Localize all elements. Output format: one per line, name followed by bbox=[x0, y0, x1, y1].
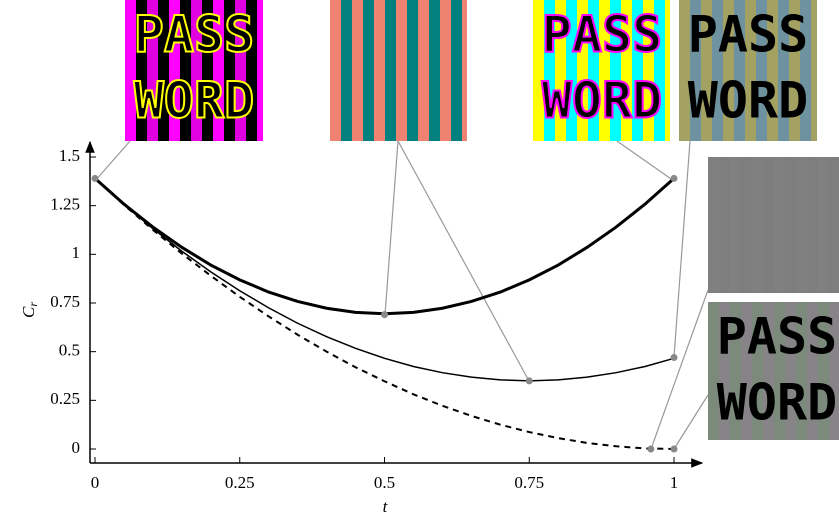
thumbnail-text: WORD bbox=[134, 72, 254, 130]
thumbnail-stripe bbox=[352, 0, 363, 141]
thumbnail-stripe bbox=[462, 0, 467, 141]
y-tick-label: 1.5 bbox=[59, 146, 80, 165]
thumbnail-stripe bbox=[811, 0, 817, 141]
thumbnail-stripe bbox=[818, 157, 829, 293]
x-tick-label: 0 bbox=[91, 473, 100, 492]
thumbnail-stripe bbox=[257, 0, 263, 141]
marker bbox=[671, 354, 678, 361]
thumbnail-text: WORD bbox=[542, 72, 662, 130]
thumbnail-stripe bbox=[429, 0, 440, 141]
y-axis-label: Cr bbox=[19, 302, 40, 318]
thumbnail: PASS WORD bbox=[708, 302, 839, 440]
thumbnail: PASS WORD bbox=[125, 0, 263, 141]
thumbnail-stripe bbox=[708, 157, 719, 293]
x-axis-label: t bbox=[383, 497, 389, 516]
y-axis-label-sub: r bbox=[26, 302, 40, 307]
thumbnail-text: PASS bbox=[688, 6, 808, 64]
thumbnails: PASS WORD PASS WORD PASS WORD PASS WORD bbox=[125, 0, 839, 440]
thumbnail-text: PASS bbox=[134, 6, 254, 64]
leader-line bbox=[617, 141, 674, 181]
x-tick-label: 0.5 bbox=[374, 473, 395, 492]
thumbnail-text: PASS bbox=[542, 6, 662, 64]
leader-line bbox=[95, 141, 130, 181]
thumbnail: PASS WORD bbox=[533, 0, 670, 141]
x-tick-label: 0.25 bbox=[225, 473, 255, 492]
thumbnail-stripe bbox=[796, 157, 807, 293]
thumbnail-stripe bbox=[774, 157, 785, 293]
leader-line bbox=[651, 290, 708, 449]
thumbnail-stripe bbox=[341, 0, 352, 141]
thumbnail-stripe bbox=[363, 0, 374, 141]
leader-lines bbox=[95, 141, 708, 449]
series-line bbox=[95, 178, 674, 380]
thumbnail bbox=[708, 157, 839, 293]
y-tick-label: 0.5 bbox=[59, 341, 80, 360]
y-tick-label: 0.75 bbox=[50, 292, 80, 311]
thumbnail-stripe bbox=[665, 0, 670, 141]
leader-line bbox=[674, 395, 708, 449]
thumbnail-stripe bbox=[385, 0, 396, 141]
x-tick-label: 0.75 bbox=[514, 473, 544, 492]
thumbnail-stripe bbox=[418, 0, 429, 141]
marker bbox=[526, 377, 533, 384]
thumbnail-stripe bbox=[741, 157, 752, 293]
thumbnail-text: WORD bbox=[688, 72, 808, 130]
chart: PASSWORDPASSWORDPASSWORDPASSWORD t Cr 00… bbox=[0, 0, 839, 521]
thumbnail-stripe bbox=[330, 0, 341, 141]
thumbnail-stripe bbox=[407, 0, 418, 141]
series-line bbox=[95, 178, 674, 313]
y-tick-label: 1.25 bbox=[50, 195, 80, 214]
thumbnail-stripe bbox=[730, 157, 741, 293]
y-tick-label: 0.25 bbox=[50, 389, 80, 408]
thumbnail-stripe bbox=[752, 157, 763, 293]
y-tick-label: 1 bbox=[72, 243, 81, 262]
thumbnail-text: WORD bbox=[717, 374, 837, 432]
thumbnail bbox=[330, 0, 467, 141]
y-tick-label: 0 bbox=[72, 438, 81, 457]
thumbnail-stripe bbox=[785, 157, 796, 293]
marker bbox=[381, 311, 388, 318]
y-axis-label-base: C bbox=[19, 306, 38, 318]
marker bbox=[92, 175, 99, 182]
leader-line bbox=[674, 141, 690, 357]
thumbnail-stripe bbox=[440, 0, 451, 141]
thumbnail-stripe bbox=[807, 157, 818, 293]
thumbnail-stripe bbox=[719, 157, 730, 293]
thumbnail-text: PASS bbox=[717, 308, 837, 366]
thumbnail-stripe bbox=[396, 0, 407, 141]
x-tick-label: 1 bbox=[670, 473, 679, 492]
thumbnail-stripe bbox=[763, 157, 774, 293]
thumbnail: PASS WORD bbox=[679, 0, 817, 141]
marker bbox=[647, 446, 654, 453]
marker bbox=[671, 446, 678, 453]
thumbnail-stripe bbox=[451, 0, 462, 141]
thumbnail-stripe bbox=[829, 157, 839, 293]
leader-line bbox=[398, 141, 529, 381]
leader-line bbox=[385, 141, 398, 315]
thumbnail-stripe bbox=[374, 0, 385, 141]
marker bbox=[671, 175, 678, 182]
